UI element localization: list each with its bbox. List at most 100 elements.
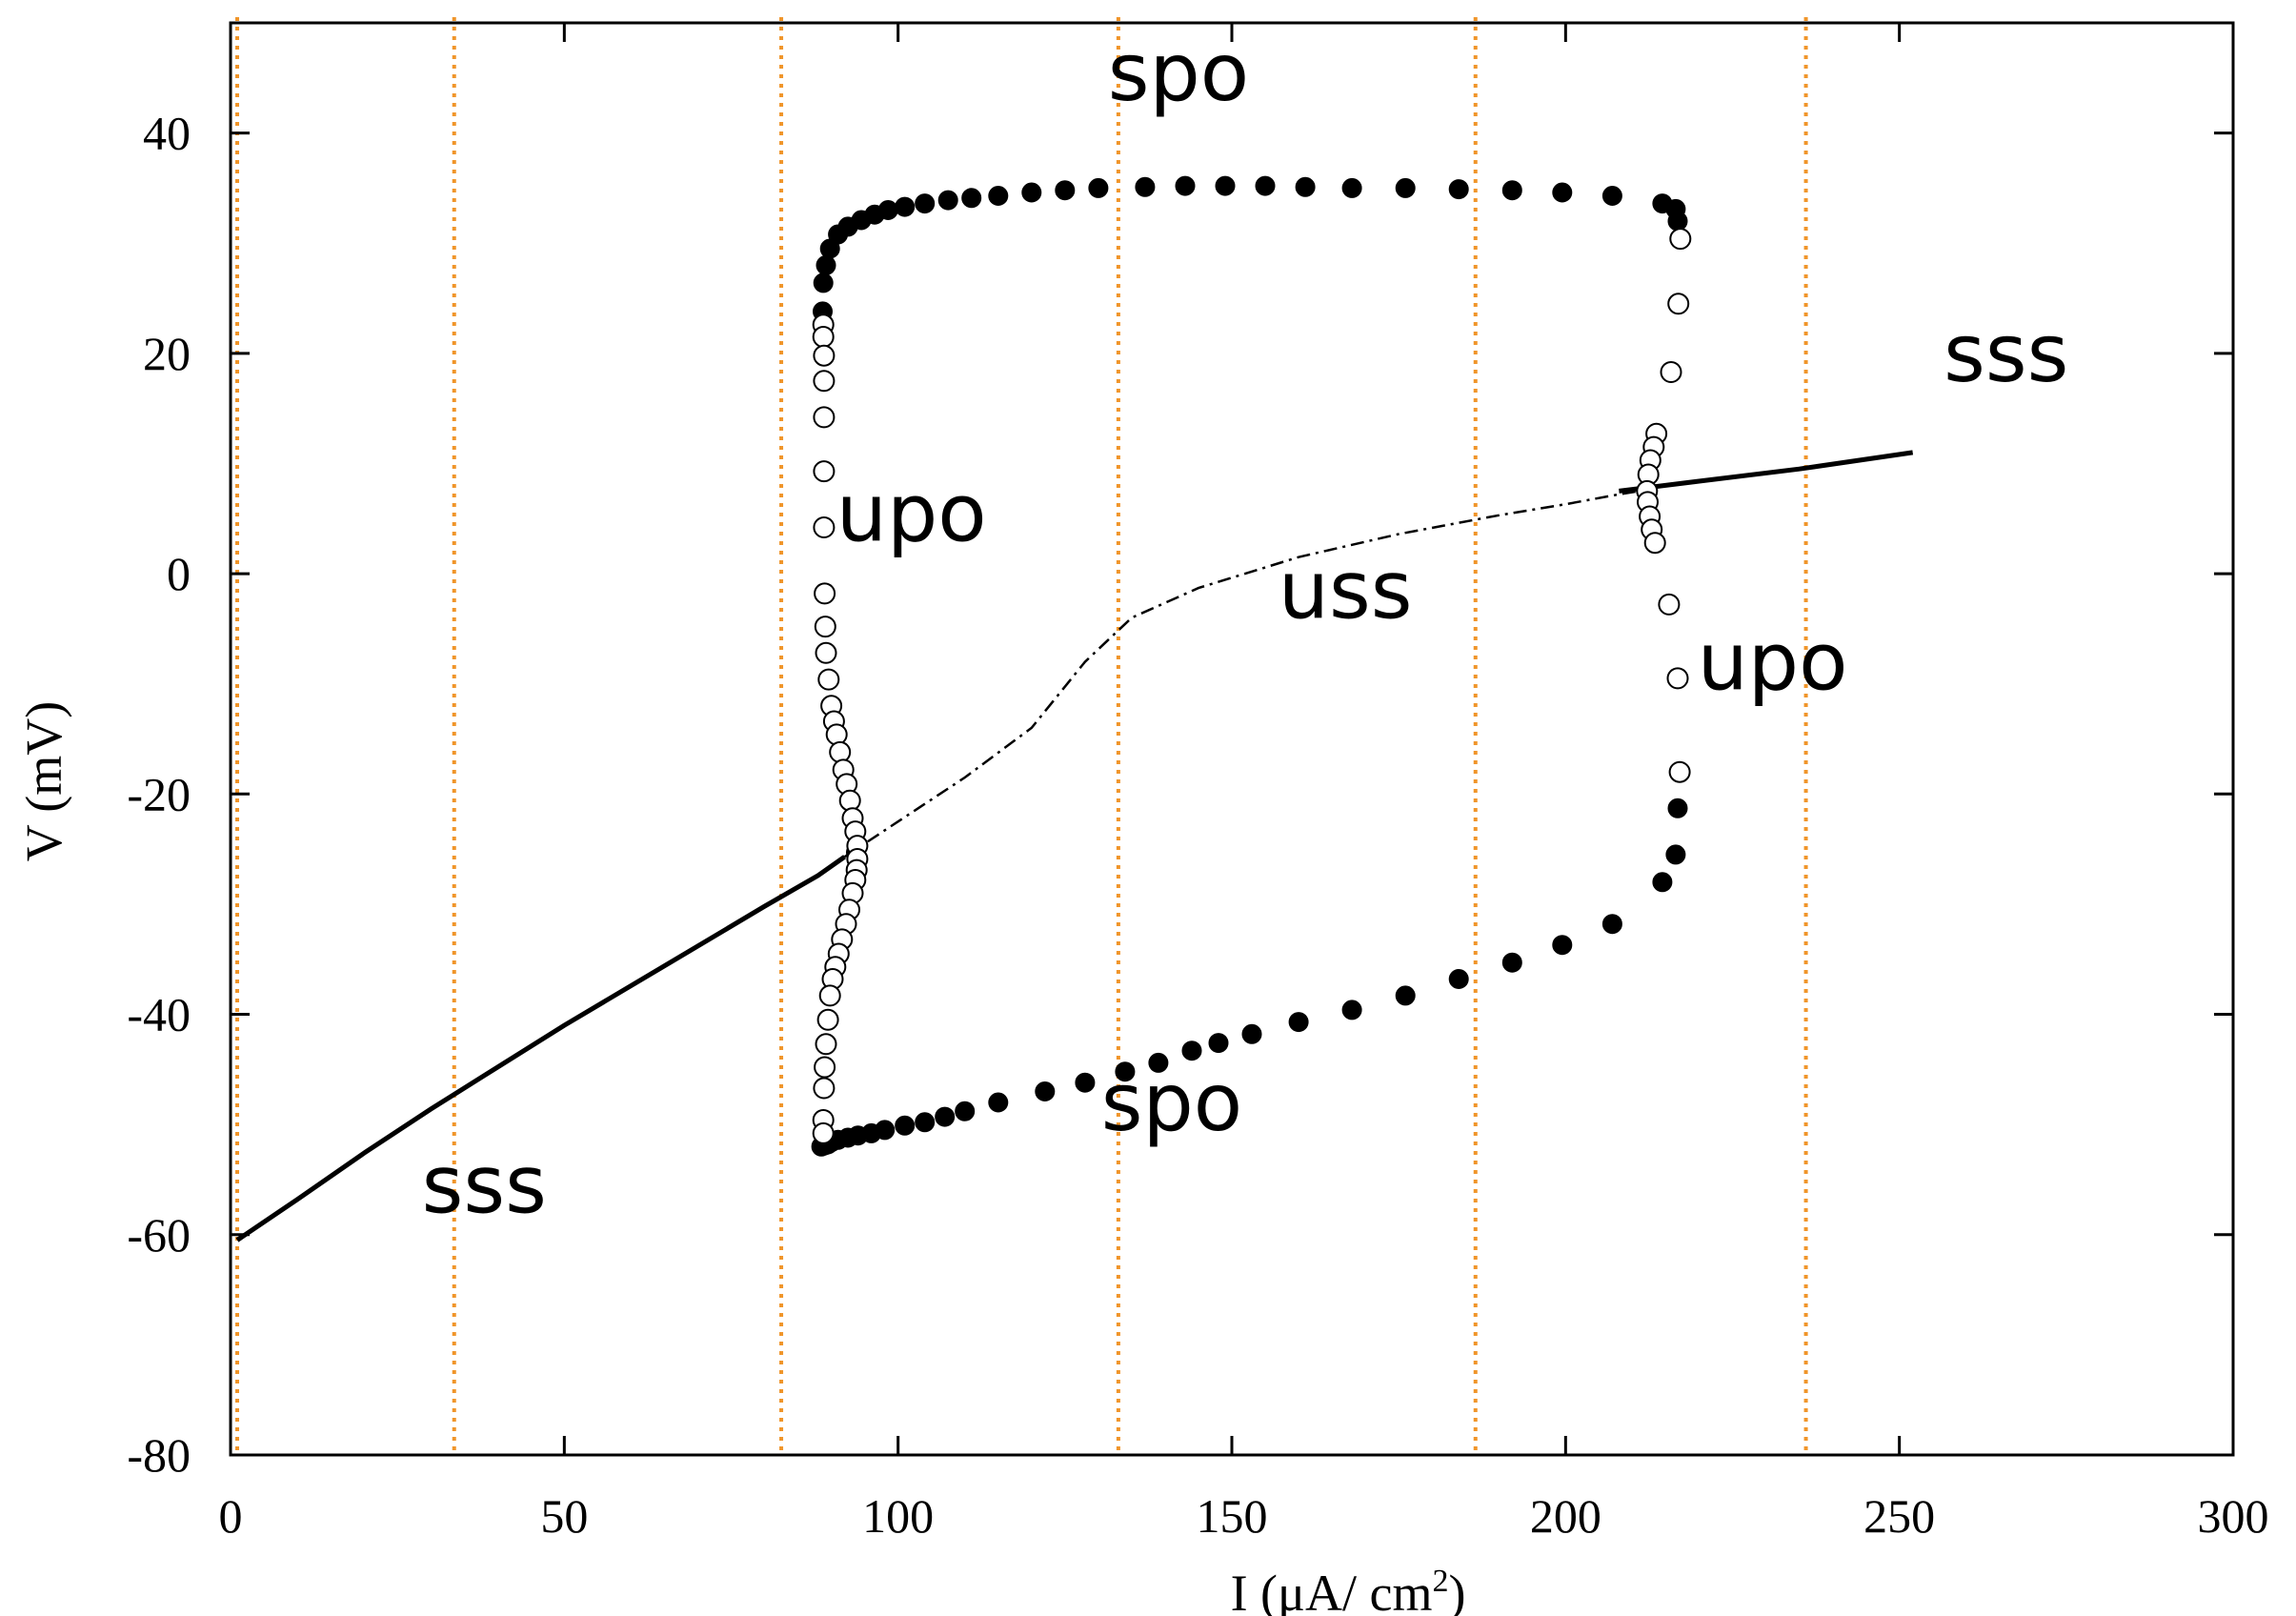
- unstable-branch-line: [843, 488, 1646, 858]
- stable-orbit-point-40: [895, 196, 916, 217]
- stable-orbit-point-29: [1665, 844, 1686, 865]
- y-tick-label: 20: [143, 327, 191, 380]
- stable-orbit-point-46: [1055, 180, 1076, 201]
- region-label-upo: upo: [836, 466, 987, 559]
- unstable-orbit-point-38: [1669, 228, 1692, 251]
- stable-orbit-point-10: [915, 1112, 936, 1133]
- stable-orbit-point-19: [1208, 1033, 1229, 1054]
- unstable-orbit-point-37: [812, 1121, 835, 1144]
- y-tick-label: -60: [127, 1208, 191, 1262]
- unstable-orbit-point-5: [813, 460, 836, 483]
- stable-orbit-point-41: [915, 193, 936, 214]
- stable-orbit-point-61: [1667, 211, 1688, 232]
- region-label-uss: uss: [1279, 543, 1413, 636]
- stable-orbit-point-43: [961, 188, 982, 209]
- stable-orbit-point-48: [1135, 176, 1156, 197]
- unstable-orbit-point-13: [825, 723, 848, 746]
- stable-orbit-point-14: [1035, 1081, 1056, 1101]
- stable-orbit-point-21: [1288, 1012, 1309, 1033]
- stable-orbit-point-23: [1395, 985, 1416, 1006]
- x-tick-label: 100: [862, 1489, 934, 1543]
- stable-orbit-point-17: [1148, 1052, 1169, 1073]
- unstable-orbit-point-4: [813, 406, 836, 429]
- unstable-orbit-point-1: [812, 326, 835, 348]
- stable-orbit-point-12: [955, 1101, 976, 1121]
- unstable-orbit-point-3: [813, 370, 836, 393]
- region-label-spo: spo: [1108, 26, 1249, 119]
- region-label-upo: upo: [1698, 615, 1848, 708]
- x-tick-label: 300: [2198, 1489, 2269, 1543]
- stable-orbit-point-11: [935, 1106, 956, 1127]
- plot-frame: [229, 21, 2235, 1457]
- stable-orbit-point-26: [1552, 935, 1573, 956]
- stable-orbit-point-32: [813, 273, 834, 293]
- stable-orbit-point-9: [895, 1115, 916, 1136]
- x-axis-title: I (μA/ cm2): [1231, 1564, 1466, 1616]
- unstable-orbit-point-10: [817, 668, 840, 691]
- x-tick-label: 0: [219, 1489, 243, 1543]
- stable-orbit-point-53: [1341, 177, 1362, 198]
- unstable-orbit-point-14: [829, 740, 852, 763]
- stable-orbit-point-45: [1021, 182, 1042, 203]
- unstable-orbit-point-31: [818, 984, 841, 1007]
- stable-orbit-point-20: [1241, 1023, 1262, 1044]
- stable-orbit-point-55: [1448, 179, 1469, 200]
- stable-orbit-point-50: [1215, 175, 1236, 196]
- y-tick-label: 40: [143, 107, 191, 160]
- stable-orbit-point-49: [1175, 175, 1196, 196]
- stable-branch-line: [1619, 450, 1914, 494]
- stable-orbit-point-58: [1601, 186, 1622, 206]
- stable-orbit-point-33: [816, 254, 836, 275]
- unstable-orbit-point-34: [814, 1056, 836, 1079]
- series-layer: [235, 175, 1914, 1242]
- stable-orbit-point-47: [1088, 177, 1109, 198]
- stable-branch-line: [235, 855, 847, 1242]
- unstable-orbit-point-50: [1658, 593, 1681, 616]
- stable-orbit-point-18: [1181, 1040, 1202, 1061]
- stable-orbit-point-16: [1115, 1061, 1136, 1082]
- unstable-orbit-point-39: [1667, 293, 1690, 315]
- stable-orbit-point-42: [937, 190, 958, 211]
- unstable-orbit-point-52: [1668, 760, 1691, 783]
- vertical-guide-lines: [235, 17, 1808, 1455]
- x-axis-title-main: I (μA/ cm: [1231, 1565, 1433, 1616]
- stable-orbit-point-22: [1341, 1000, 1362, 1020]
- region-label-spo: spo: [1101, 1056, 1242, 1149]
- unstable-orbit-point-40: [1660, 361, 1682, 383]
- stable-orbit-point-25: [1501, 952, 1522, 973]
- region-label-sss: sss: [422, 1139, 547, 1232]
- stable-orbit-point-54: [1395, 177, 1416, 198]
- y-tick-label: -20: [127, 767, 191, 820]
- x-tick-label: 200: [1530, 1489, 1601, 1543]
- stable-orbit-point-30: [1667, 798, 1688, 818]
- y-tick-label: 0: [167, 547, 191, 600]
- x-tick-label: 150: [1197, 1489, 1268, 1543]
- unstable-orbit-point-49: [1643, 532, 1666, 555]
- stable-orbit-point-57: [1552, 182, 1573, 203]
- y-tick-label: -40: [127, 988, 191, 1041]
- stable-orbit-point-51: [1255, 175, 1276, 196]
- stable-orbit-point-8: [875, 1120, 896, 1141]
- unstable-orbit-point-9: [815, 641, 837, 664]
- stable-orbit-point-27: [1601, 914, 1622, 935]
- unstable-orbit-point-33: [815, 1033, 837, 1056]
- axes: 0 50 100 150 200 250 300 -80 -60 -40 -20 0 20 40: [127, 21, 2269, 1543]
- stable-orbit-point-56: [1501, 180, 1522, 201]
- stable-orbit-point-39: [877, 200, 898, 220]
- region-label-sss: sss: [1944, 307, 2068, 400]
- y-tick-label: -80: [127, 1428, 191, 1482]
- unstable-orbit-point-7: [814, 582, 836, 605]
- x-axis-title-end: ): [1448, 1565, 1465, 1616]
- x-axis-title-sup: 2: [1432, 1564, 1448, 1599]
- unstable-orbit-point-32: [816, 1008, 839, 1031]
- x-tick-label: 250: [1863, 1489, 1935, 1543]
- unstable-orbit-point-6: [813, 516, 836, 538]
- unstable-orbit-point-51: [1666, 667, 1689, 690]
- stable-orbit-point-52: [1295, 176, 1316, 197]
- stable-orbit-point-24: [1448, 969, 1469, 989]
- stable-orbit-point-44: [988, 186, 1009, 206]
- unstable-orbit-point-35: [813, 1077, 836, 1100]
- y-axis-title: V (mV): [15, 701, 72, 862]
- unstable-orbit-point-2: [813, 344, 836, 367]
